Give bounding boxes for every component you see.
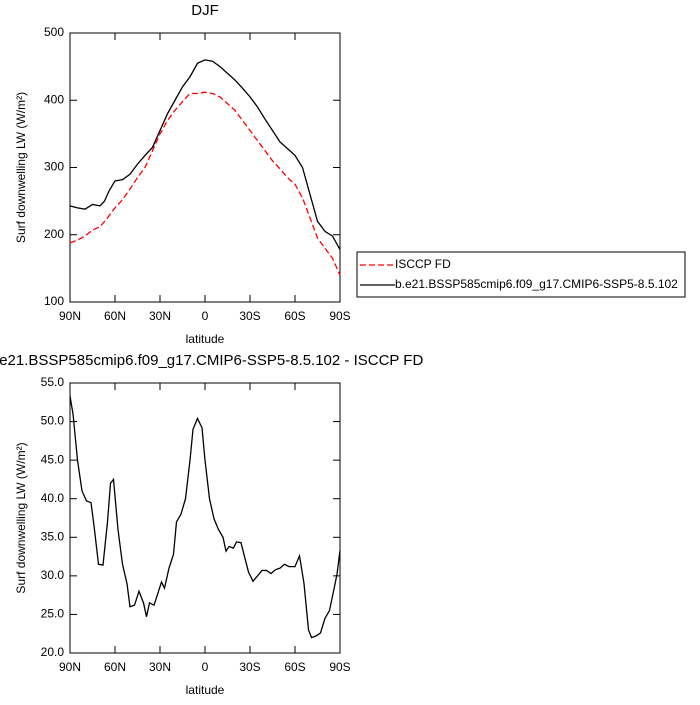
y-axis-label: Surf downwelling LW (W/m²)	[14, 92, 28, 243]
x-axis-label: latitude	[186, 332, 225, 346]
x-tick-label: 90N	[59, 660, 81, 674]
y-tick-label: 200	[44, 227, 64, 241]
y-tick-label: 40.0	[41, 491, 65, 505]
x-tick-label: 90S	[329, 660, 350, 674]
y-tick-label: 30.0	[41, 568, 65, 582]
chart-title: DJF	[191, 2, 219, 19]
y-tick-label: 25.0	[41, 607, 65, 621]
x-tick-label: 90S	[329, 309, 350, 323]
y-tick-label: 300	[44, 160, 64, 174]
x-tick-label: 30S	[239, 309, 260, 323]
data-line	[69, 59, 341, 250]
legend-label: ISCCP FD	[395, 257, 451, 271]
x-tick-label: 60S	[284, 660, 305, 674]
x-axis-label: latitude	[186, 683, 225, 697]
legend-box	[356, 251, 686, 298]
x-tick-label: 60N	[104, 309, 126, 323]
y-tick-label: 100	[44, 294, 64, 308]
data-line	[69, 91, 341, 276]
y-tick-label: 45.0	[41, 452, 65, 466]
x-tick-label: 90N	[59, 309, 81, 323]
legend-label: b.e21.BSSP585cmip6.f09_g17.CMIP6-SSP5-8.…	[395, 277, 678, 291]
x-tick-label: 30S	[239, 660, 260, 674]
x-tick-label: 30N	[149, 309, 171, 323]
y-tick-label: 50.0	[41, 414, 65, 428]
plot-frame	[69, 382, 341, 654]
y-tick-label: 500	[44, 25, 64, 39]
x-tick-label: 0	[202, 660, 209, 674]
y-tick-label: 55.0	[41, 375, 65, 389]
y-axis-label: Surf downwelling LW (W/m²)	[14, 442, 28, 593]
data-line	[69, 396, 341, 639]
x-tick-label: 60N	[104, 660, 126, 674]
plot-frame	[69, 32, 341, 303]
y-tick-label: 35.0	[41, 529, 65, 543]
x-tick-label: 0	[202, 309, 209, 323]
y-tick-label: 20.0	[41, 645, 65, 659]
chart-title: b.e21.BSSP585cmip6.f09_g17.CMIP6-SSP5-8.…	[0, 352, 423, 369]
x-tick-label: 30N	[149, 660, 171, 674]
x-tick-label: 60S	[284, 309, 305, 323]
y-tick-label: 400	[44, 92, 64, 106]
